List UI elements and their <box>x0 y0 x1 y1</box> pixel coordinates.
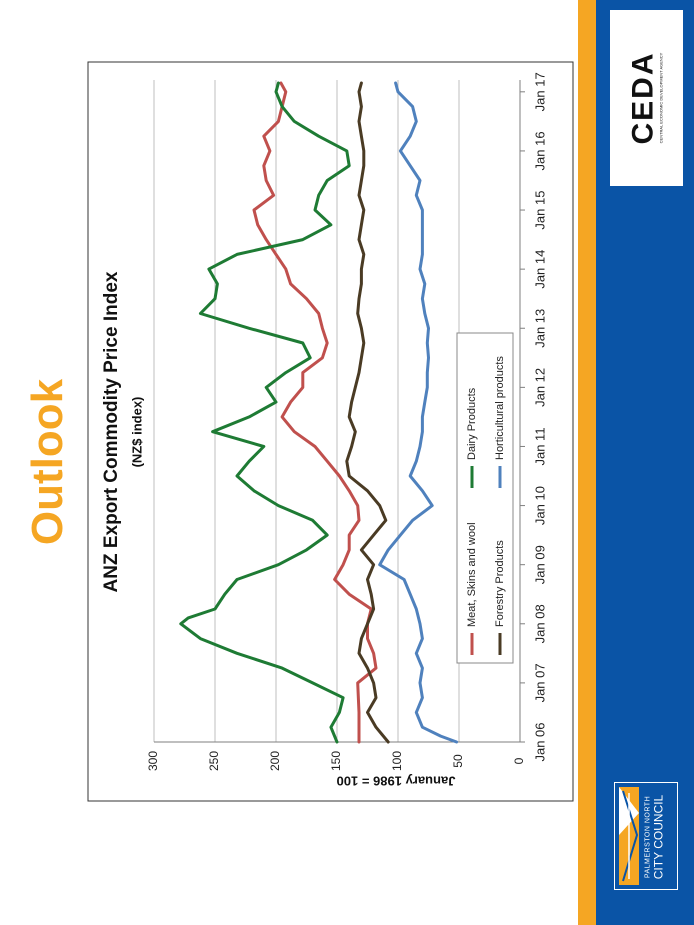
ceda-logo: CEDA CENTRAL ECONOMIC DEVELOPMENT AGENCY <box>610 10 683 186</box>
date-tick-label: Jan 13 <box>532 309 547 348</box>
date-tick-label: Jan 14 <box>532 250 547 289</box>
legend-label: Meat, Skins and wool <box>466 522 478 627</box>
series-line <box>378 81 459 744</box>
council-logo: PALMERSTON NORTH CITY COUNCIL <box>614 782 678 890</box>
series-line <box>252 81 378 744</box>
value-axis-title: January 1986 = 100 <box>337 774 456 789</box>
value-tick-label: 100 <box>390 751 404 771</box>
series-line <box>179 81 351 744</box>
date-tick-label: Jan 17 <box>532 72 547 111</box>
legend-label: Forestry Products <box>494 540 506 627</box>
council-emblem-icon <box>619 787 639 885</box>
legend-label: Dairy Products <box>466 387 478 460</box>
series-line <box>345 81 390 744</box>
value-tick-label: 50 <box>451 754 465 768</box>
date-tick-label: Jan 12 <box>532 368 547 407</box>
chart-subtitle: (NZ$ index) <box>129 397 144 468</box>
date-tick-label: Jan 16 <box>532 131 547 170</box>
value-tick-label: 300 <box>146 751 160 771</box>
date-tick-label: Jan 09 <box>532 545 547 584</box>
value-tick-label: 250 <box>207 751 221 771</box>
date-tick-label: Jan 11 <box>532 427 547 465</box>
legend-box <box>456 332 514 664</box>
chart-title: ANZ Export Commodity Price Index <box>101 271 122 592</box>
date-tick-label: Jan 10 <box>532 486 547 525</box>
legend-label: Horticultural products <box>494 356 506 460</box>
date-tick-label: Jan 06 <box>532 722 547 761</box>
value-tick-label: 200 <box>268 751 282 771</box>
value-tick-label: 0 <box>512 757 526 764</box>
date-tick-label: Jan 08 <box>532 604 547 643</box>
orange-stripe <box>578 0 596 925</box>
value-tick-label: 150 <box>329 751 343 771</box>
date-tick-label: Jan 07 <box>532 663 547 702</box>
date-tick-label: Jan 15 <box>532 191 547 230</box>
